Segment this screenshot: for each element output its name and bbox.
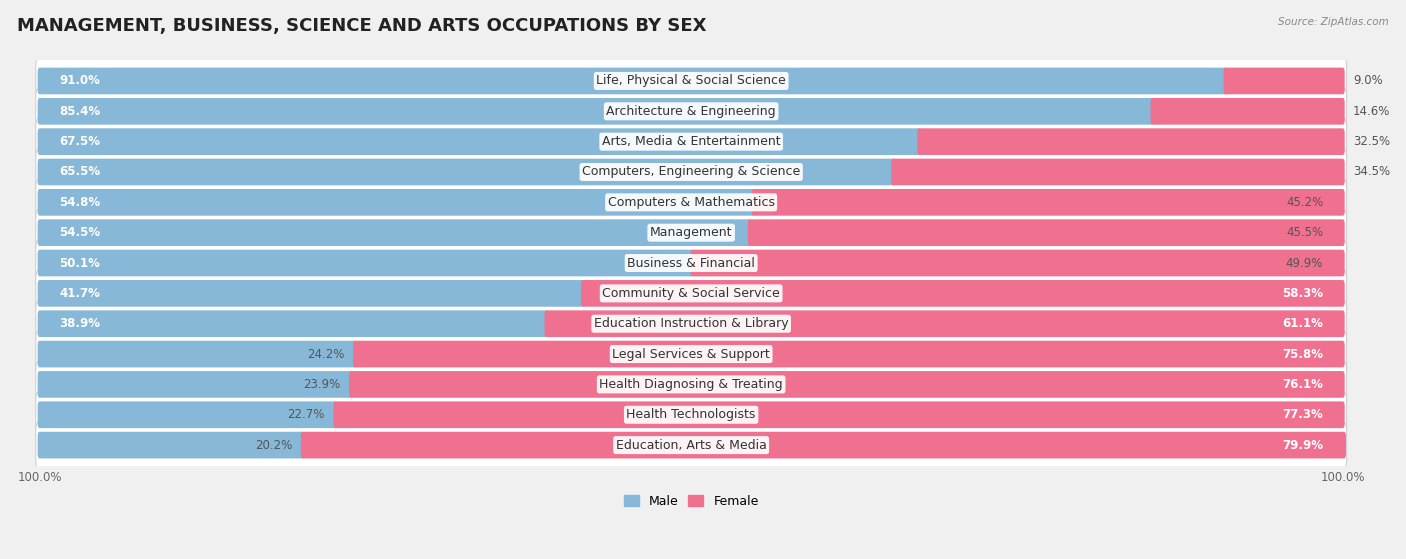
Text: 91.0%: 91.0%: [59, 74, 100, 87]
FancyBboxPatch shape: [35, 119, 1347, 165]
FancyBboxPatch shape: [38, 98, 1154, 125]
FancyBboxPatch shape: [38, 68, 1227, 94]
FancyBboxPatch shape: [333, 401, 1344, 428]
FancyBboxPatch shape: [35, 331, 1347, 377]
FancyBboxPatch shape: [38, 341, 357, 367]
Text: 75.8%: 75.8%: [1282, 348, 1323, 361]
Text: 9.0%: 9.0%: [1353, 74, 1384, 87]
FancyBboxPatch shape: [35, 179, 1347, 226]
Text: MANAGEMENT, BUSINESS, SCIENCE AND ARTS OCCUPATIONS BY SEX: MANAGEMENT, BUSINESS, SCIENCE AND ARTS O…: [17, 17, 706, 35]
FancyBboxPatch shape: [35, 149, 1347, 195]
Text: Health Technologists: Health Technologists: [627, 408, 756, 421]
Text: Education, Arts & Media: Education, Arts & Media: [616, 439, 766, 452]
FancyBboxPatch shape: [353, 341, 1344, 367]
Text: Architecture & Engineering: Architecture & Engineering: [606, 105, 776, 118]
FancyBboxPatch shape: [581, 280, 1344, 307]
Text: Life, Physical & Social Science: Life, Physical & Social Science: [596, 74, 786, 87]
FancyBboxPatch shape: [38, 189, 755, 216]
Text: 45.5%: 45.5%: [1286, 226, 1323, 239]
FancyBboxPatch shape: [38, 401, 337, 428]
Text: 61.1%: 61.1%: [1282, 317, 1323, 330]
Text: Computers & Mathematics: Computers & Mathematics: [607, 196, 775, 209]
Text: 65.5%: 65.5%: [59, 165, 100, 178]
FancyBboxPatch shape: [748, 219, 1344, 246]
FancyBboxPatch shape: [35, 88, 1347, 135]
Text: 67.5%: 67.5%: [59, 135, 100, 148]
FancyBboxPatch shape: [38, 250, 695, 276]
FancyBboxPatch shape: [35, 361, 1347, 408]
FancyBboxPatch shape: [1223, 68, 1344, 94]
Text: 41.7%: 41.7%: [59, 287, 100, 300]
Text: 24.2%: 24.2%: [307, 348, 344, 361]
Text: 77.3%: 77.3%: [1282, 408, 1323, 421]
Text: Computers, Engineering & Science: Computers, Engineering & Science: [582, 165, 800, 178]
FancyBboxPatch shape: [690, 250, 1344, 276]
Text: 20.2%: 20.2%: [254, 439, 292, 452]
FancyBboxPatch shape: [544, 310, 1344, 337]
Text: Community & Social Service: Community & Social Service: [602, 287, 780, 300]
Text: 76.1%: 76.1%: [1282, 378, 1323, 391]
Text: 14.6%: 14.6%: [1353, 105, 1391, 118]
Text: 85.4%: 85.4%: [59, 105, 100, 118]
Text: Legal Services & Support: Legal Services & Support: [612, 348, 770, 361]
Text: 50.1%: 50.1%: [59, 257, 100, 269]
Text: 22.7%: 22.7%: [288, 408, 325, 421]
Text: Source: ZipAtlas.com: Source: ZipAtlas.com: [1278, 17, 1389, 27]
FancyBboxPatch shape: [349, 371, 1344, 398]
Text: Health Diagnosing & Treating: Health Diagnosing & Treating: [599, 378, 783, 391]
FancyBboxPatch shape: [38, 129, 921, 155]
FancyBboxPatch shape: [38, 371, 353, 398]
Text: 79.9%: 79.9%: [1282, 439, 1323, 452]
Text: 32.5%: 32.5%: [1353, 135, 1391, 148]
Text: 49.9%: 49.9%: [1286, 257, 1323, 269]
Text: Management: Management: [650, 226, 733, 239]
FancyBboxPatch shape: [38, 310, 548, 337]
Text: Arts, Media & Entertainment: Arts, Media & Entertainment: [602, 135, 780, 148]
FancyBboxPatch shape: [35, 300, 1347, 347]
Text: Education Instruction & Library: Education Instruction & Library: [593, 317, 789, 330]
Text: 54.5%: 54.5%: [59, 226, 100, 239]
FancyBboxPatch shape: [35, 270, 1347, 317]
FancyBboxPatch shape: [38, 280, 585, 307]
FancyBboxPatch shape: [35, 240, 1347, 286]
Legend: Male, Female: Male, Female: [619, 490, 763, 513]
FancyBboxPatch shape: [35, 58, 1347, 105]
FancyBboxPatch shape: [35, 391, 1347, 438]
FancyBboxPatch shape: [35, 209, 1347, 256]
Text: 45.2%: 45.2%: [1286, 196, 1323, 209]
Text: 58.3%: 58.3%: [1282, 287, 1323, 300]
Text: 23.9%: 23.9%: [304, 378, 340, 391]
FancyBboxPatch shape: [38, 432, 305, 458]
FancyBboxPatch shape: [38, 219, 752, 246]
FancyBboxPatch shape: [35, 421, 1347, 468]
FancyBboxPatch shape: [891, 159, 1344, 186]
Text: 54.8%: 54.8%: [59, 196, 100, 209]
FancyBboxPatch shape: [917, 129, 1344, 155]
FancyBboxPatch shape: [752, 189, 1344, 216]
Text: 38.9%: 38.9%: [59, 317, 100, 330]
Text: 34.5%: 34.5%: [1353, 165, 1391, 178]
FancyBboxPatch shape: [1150, 98, 1344, 125]
FancyBboxPatch shape: [38, 159, 896, 186]
FancyBboxPatch shape: [301, 432, 1346, 458]
Text: Business & Financial: Business & Financial: [627, 257, 755, 269]
